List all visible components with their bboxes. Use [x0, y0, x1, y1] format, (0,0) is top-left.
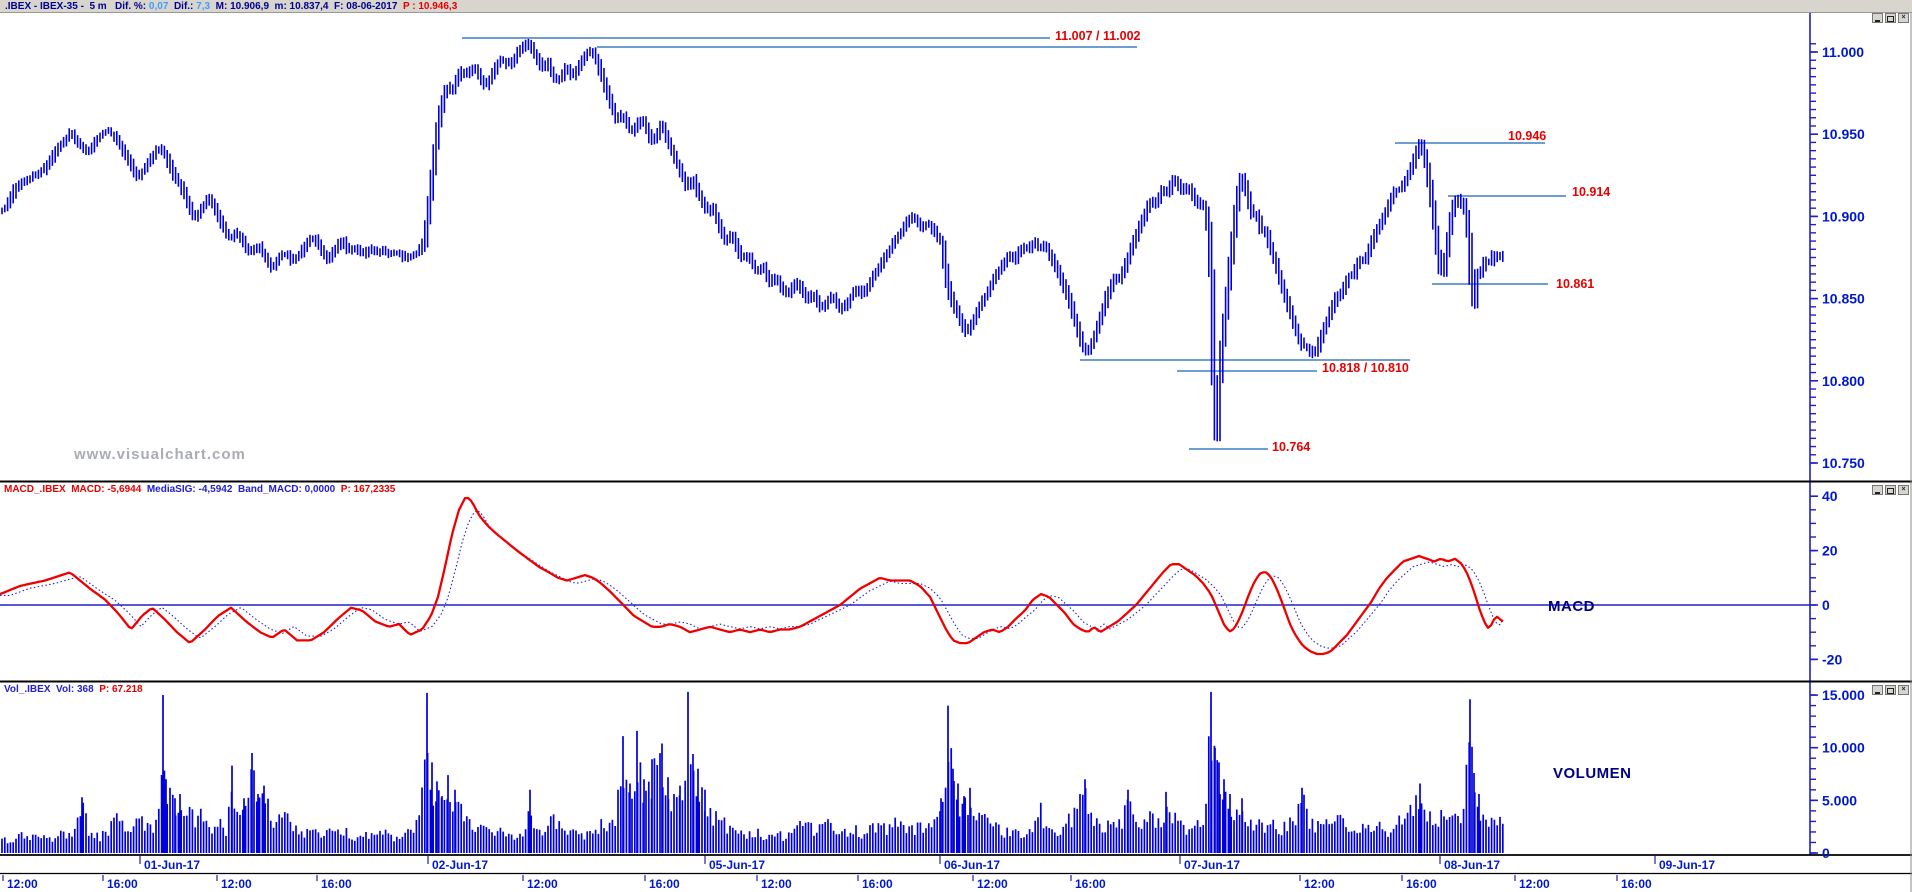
date-axis-label: 05-Jun-17	[709, 858, 765, 872]
macd-panel-label: MACD	[1548, 598, 1595, 615]
date-axis-label: 08-Jun-17	[1444, 858, 1500, 872]
macd-title: MACD_.IBEX MACD: -5,6944 MediaSIG: -4,59…	[4, 484, 395, 496]
volume-panel-label: VOLUMEN	[1553, 765, 1632, 782]
resistance-label-10914: 10.914	[1572, 185, 1611, 199]
time-axis-label: 16:00	[1406, 877, 1437, 891]
time-axis-label: 16:00	[321, 877, 352, 891]
dif-value: 7,3	[196, 1, 211, 12]
minimize-icon[interactable]	[1872, 485, 1883, 495]
date-axis-label: 01-Jun-17	[144, 858, 200, 872]
volume-axis-label: 10.000	[1822, 740, 1865, 756]
symbol-title: .IBEX - IBEX-35 - 5 m Dif. %:	[5, 1, 149, 12]
time-axis-label: 12:00	[7, 877, 38, 891]
time-axis-label: 12:00	[1519, 877, 1550, 891]
volume-panel-controls: ×	[1872, 685, 1909, 695]
macd-panel-controls: ×	[1872, 485, 1909, 495]
volume-title: Vol_.IBEX Vol: 368 P: 67.218	[4, 684, 143, 696]
time-axis-label: 16:00	[649, 877, 680, 891]
price-axis-label: 10.850	[1822, 291, 1865, 307]
macd-axis-label: 20	[1822, 543, 1838, 559]
volume-axis-label: 5.000	[1822, 792, 1857, 808]
date-axis-label: 07-Jun-17	[1184, 858, 1240, 872]
price-axis-label: 10.800	[1822, 373, 1865, 389]
resistance-label-11007: 11.007 / 11.002	[1055, 29, 1141, 43]
maximize-icon[interactable]	[1885, 13, 1896, 23]
minimize-icon[interactable]	[1872, 685, 1883, 695]
time-axis-label: 16:00	[107, 877, 138, 891]
panel-background	[0, 13, 1912, 892]
price-panel-controls: ×	[1872, 13, 1909, 23]
price-axis-label: 11.000	[1822, 44, 1864, 60]
price-axis-label: 10.750	[1822, 455, 1865, 471]
volume-bars	[1, 691, 1504, 853]
dif-pct-value: 0,07	[148, 1, 169, 12]
price-axis-label: 10.950	[1822, 126, 1865, 142]
macd-axis-label: 0	[1822, 597, 1830, 613]
support-label-10764: 10.764	[1272, 440, 1311, 454]
visualchart-watermark: www.visualchart.com	[74, 446, 246, 463]
macd-axis-label: 40	[1822, 488, 1838, 504]
time-axis-label: 12:00	[761, 877, 792, 891]
support-label-10818: 10.818 / 10.810	[1322, 361, 1409, 375]
minimize-icon[interactable]	[1872, 13, 1883, 23]
mediasig-value: MediaSIG: -4,5942	[146, 484, 238, 495]
time-axis-label: 12:00	[527, 877, 558, 891]
macd-name: MACD_.IBEX MACD: -5,6944	[4, 484, 147, 495]
last-price-value: P : 10.946,3	[402, 1, 458, 12]
ohlc-values: M: 10.906,9 m: 10.837,4 F: 08-06-2017	[210, 1, 403, 12]
time-axis-label: 16:00	[1621, 877, 1652, 891]
close-icon[interactable]: ×	[1898, 485, 1909, 495]
macd-axis-label: -20	[1822, 651, 1842, 667]
time-axis-label: 12:00	[221, 877, 252, 891]
price-bars	[1, 38, 1504, 442]
volume-axis-label: 0	[1822, 845, 1830, 861]
dif-label: Dif.:	[168, 1, 197, 12]
volume-p-value: P: 67.218	[99, 684, 143, 695]
title-bar[interactable]: .IBEX - IBEX-35 - 5 m Dif. %: 0,07 Dif.:…	[0, 0, 1912, 13]
time-axis-label: 12:00	[1304, 877, 1335, 891]
time-axis-label: 16:00	[1075, 877, 1106, 891]
macd-p-value: P: 167,2335	[340, 484, 396, 495]
price-axis-label: 10.900	[1822, 208, 1865, 224]
time-axis-label: 12:00	[977, 877, 1008, 891]
support-label-10861: 10.861	[1556, 277, 1595, 291]
volume-axis-label: 15.000	[1822, 687, 1865, 703]
macd-signal-line	[0, 509, 1504, 649]
date-axis-label: 02-Jun-17	[432, 858, 488, 872]
bandmacd-value: Band_MACD: 0,0000	[237, 484, 341, 495]
volume-name: Vol_.IBEX Vol: 368	[4, 684, 100, 695]
macd-line	[0, 496, 1504, 656]
maximize-icon[interactable]	[1885, 485, 1896, 495]
close-icon[interactable]: ×	[1898, 685, 1909, 695]
date-axis-label: 06-Jun-17	[944, 858, 1000, 872]
close-icon[interactable]: ×	[1898, 13, 1909, 23]
resistance-label-10946: 10.946	[1508, 129, 1547, 143]
maximize-icon[interactable]	[1885, 685, 1896, 695]
time-axis-label: 16:00	[862, 877, 893, 891]
date-axis-label: 09-Jun-17	[1659, 858, 1715, 872]
